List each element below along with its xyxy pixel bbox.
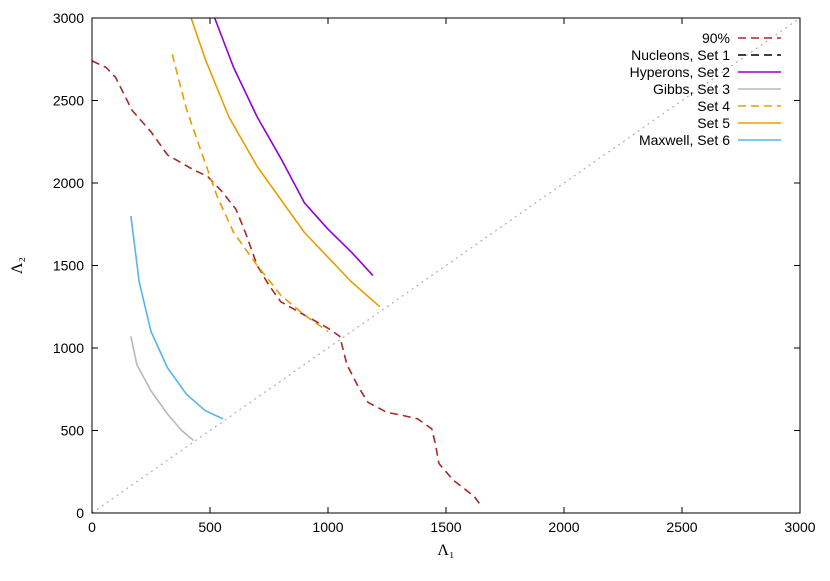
y-tick-label: 3000 — [53, 10, 84, 26]
series-line-5 — [190, 17, 381, 308]
y-tick-label: 2500 — [53, 93, 84, 109]
legend-label: Set 4 — [697, 98, 730, 114]
x-axis-label: Λ₁ — [437, 542, 454, 559]
y-tick-label: 1000 — [53, 340, 84, 356]
y-tick-label: 500 — [61, 423, 85, 439]
legend-label: Hyperons, Set 2 — [630, 64, 731, 80]
x-tick-label: 2500 — [666, 519, 697, 535]
x-tick-label: 0 — [88, 519, 96, 535]
series-line-3 — [130, 336, 195, 442]
x-tick-label: 500 — [198, 519, 222, 535]
series-line-0 — [91, 60, 483, 507]
series-line-6 — [130, 215, 224, 420]
y-axis-label: Λ₂ — [9, 257, 26, 274]
series-group — [91, 17, 483, 507]
axis-ticks: 0 500 1000 1500 2000 2500 3000 0 500 1000 1500 2000… — [53, 10, 816, 535]
legend-label: Gibbs, Set 3 — [653, 81, 730, 97]
x-tick-label: 2000 — [548, 519, 579, 535]
legend-label: Set 5 — [697, 115, 730, 131]
x-tick-label: 1000 — [312, 519, 343, 535]
legend-label: Nucleons, Set 1 — [631, 47, 730, 63]
x-tick-label: 1500 — [430, 519, 461, 535]
legend-label: Maxwell, Set 6 — [639, 132, 730, 148]
legend-label: 90% — [702, 30, 730, 46]
y-tick-label: 1500 — [53, 258, 84, 274]
y-tick-label: 2000 — [53, 175, 84, 191]
series-line-2 — [213, 17, 374, 276]
y-tick-label: 0 — [76, 505, 84, 521]
series-line-4 — [171, 54, 329, 333]
x-tick-label: 3000 — [784, 519, 815, 535]
